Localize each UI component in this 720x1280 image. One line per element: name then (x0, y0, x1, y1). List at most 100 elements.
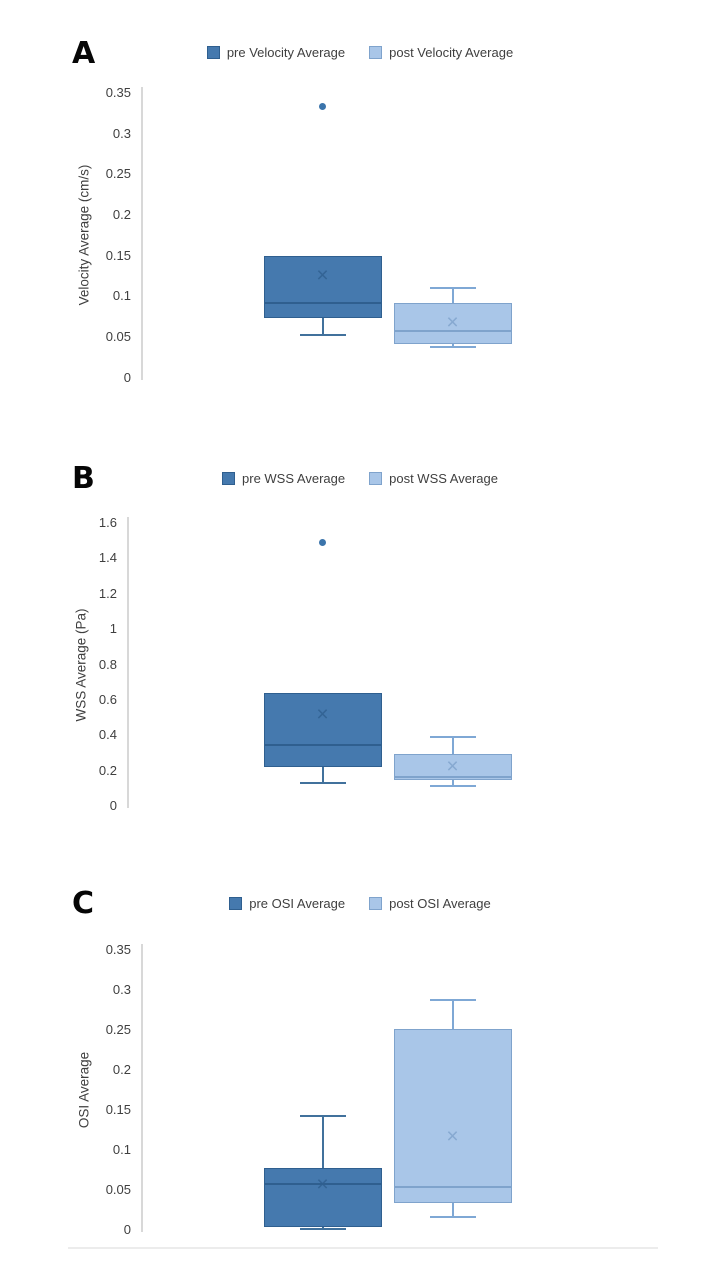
legend-swatch-pre-icon (222, 472, 236, 485)
y-tick-label: 0.3 (112, 125, 131, 141)
y-tick-label: 0.1 (112, 1142, 131, 1157)
legend-swatch-pre-icon (206, 46, 220, 59)
y-tick-label: 0.25 (105, 1022, 131, 1037)
y-axis-line (141, 87, 143, 380)
legend-item-post: post Velocity Average (369, 45, 513, 60)
legend-b: pre WSS Average post WSS Average (0, 471, 720, 486)
y-tick-label: 0.4 (98, 727, 117, 743)
legend-item-post: post OSI Average (369, 896, 491, 911)
lower-whisker-stem (321, 767, 324, 783)
upper-whisker-stem (451, 1000, 454, 1030)
panel-letter-c: C (72, 886, 95, 921)
upper-whisker-cap (429, 999, 476, 1002)
panel-letter-a: A (72, 36, 96, 71)
mean-marker: × (316, 263, 329, 287)
y-tick-label: 0.3 (112, 982, 131, 997)
y-tick-label: 0.2 (112, 206, 131, 222)
box-iqr (393, 1029, 512, 1203)
y-tick-label: 0.15 (105, 1102, 131, 1117)
box-iqr (263, 256, 382, 319)
lower-whisker-cap (299, 782, 346, 784)
outlier-point (319, 538, 326, 546)
y-tick-label: 1 (109, 621, 117, 637)
upper-whisker-cap (429, 736, 476, 739)
lower-whisker-stem (451, 344, 454, 347)
upper-whisker-stem (451, 288, 454, 303)
legend-swatch-pre-icon (229, 897, 243, 910)
y-tick-label: 0.2 (112, 1062, 131, 1077)
legend-label-post: post OSI Average (389, 896, 491, 911)
legend-item-post: post WSS Average (369, 471, 498, 486)
y-tick-label: 0.8 (98, 656, 117, 672)
legend-label-pre: pre Velocity Average (226, 45, 346, 60)
legend-label-post: post Velocity Average (389, 45, 514, 60)
legend-a: pre Velocity Average post Velocity Avera… (0, 45, 720, 60)
y-tick-label: 0.25 (105, 166, 131, 182)
y-tick-label: 0.35 (105, 942, 131, 957)
y-tick-label: 0.05 (105, 1182, 131, 1197)
lower-whisker-cap (299, 334, 346, 337)
y-axis-line (141, 944, 143, 1232)
mean-marker: × (316, 1173, 329, 1197)
box-iqr (263, 1168, 382, 1227)
lower-whisker-cap (429, 1216, 476, 1219)
lower-whisker-stem (321, 318, 324, 336)
lower-whisker-stem (451, 1202, 454, 1218)
y-axis-line (127, 517, 129, 808)
legend-swatch-post-icon (369, 472, 383, 485)
mean-marker: × (446, 755, 459, 779)
y-tick-label: 0 (109, 798, 117, 813)
upper-whisker-cap (299, 1114, 346, 1117)
y-tick-label: 0 (123, 369, 131, 385)
y-tick-label: 0.35 (105, 85, 131, 100)
mean-marker: × (446, 311, 459, 335)
upper-whisker-stem (321, 1115, 324, 1168)
y-tick-label: 0.05 (105, 328, 131, 344)
y-tick-label: 0.15 (105, 247, 131, 263)
median-line (393, 1185, 512, 1188)
legend-swatch-post-icon (369, 46, 383, 59)
median-line (263, 1183, 382, 1186)
y-tick-label: 0.6 (98, 691, 117, 707)
legend-label-post: post WSS Average (389, 471, 498, 486)
lower-whisker-cap (429, 785, 476, 787)
legend-item-pre: pre WSS Average (222, 471, 345, 486)
upper-whisker-stem (451, 737, 454, 754)
outlier-point (319, 103, 326, 111)
y-tick-label: 0.2 (98, 762, 117, 778)
legend-label-pre: pre OSI Average (249, 896, 346, 911)
box-iqr (393, 302, 512, 345)
upper-whisker-cap (429, 287, 476, 290)
panel-letter-b: B (72, 461, 96, 496)
mean-marker: × (446, 1125, 459, 1149)
legend-item-pre: pre OSI Average (229, 896, 345, 911)
lower-whisker-stem (451, 779, 454, 786)
bottom-divider-line (68, 1247, 658, 1249)
legend-label-pre: pre WSS Average (242, 471, 346, 486)
y-tick-label: 0 (123, 1222, 131, 1237)
box-iqr (263, 692, 382, 768)
lower-whisker-cap (429, 345, 476, 348)
y-tick-label: 1.4 (98, 550, 117, 566)
median-line (393, 330, 512, 333)
lower-whisker-stem (321, 1226, 324, 1230)
legend-item-pre: pre Velocity Average (206, 45, 346, 60)
box-iqr (393, 753, 512, 780)
legend-c: pre OSI Average post OSI Average (0, 896, 720, 911)
y-tick-label: 0.1 (112, 288, 131, 304)
mean-marker: × (316, 702, 329, 726)
legend-swatch-post-icon (369, 897, 383, 910)
lower-whisker-cap (299, 1228, 346, 1231)
y-tick-label: 1.2 (98, 585, 117, 601)
median-line (263, 743, 382, 746)
median-line (393, 776, 512, 779)
median-line (263, 301, 382, 304)
y-tick-label: 1.6 (98, 515, 117, 530)
